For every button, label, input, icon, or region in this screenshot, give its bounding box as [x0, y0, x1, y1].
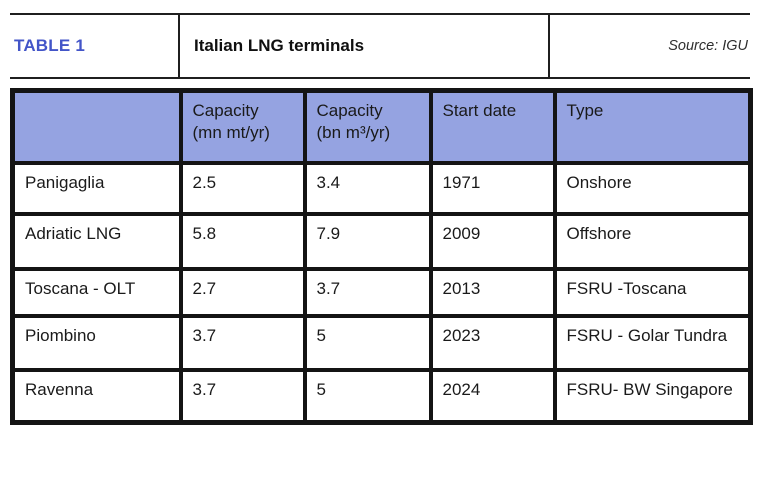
header-cell-start-date: Start date: [428, 88, 557, 165]
header-cell-type: Type: [552, 88, 753, 165]
lng-terminals-table: Capacity (mn mt/yr) Capacity (bn m³/yr) …: [10, 88, 753, 425]
title-band-left: TABLE 1: [10, 15, 178, 77]
report-table-panel: TABLE 1 Italian LNG terminals Source: IG…: [0, 13, 760, 490]
title-band: TABLE 1 Italian LNG terminals Source: IG…: [10, 13, 750, 79]
table-row: Adriatic LNG 5.8 7.9 2009 Offshore: [10, 211, 753, 271]
cell-terminal-name: Panigaglia: [10, 160, 183, 216]
header-cell-terminal: [10, 88, 183, 165]
header-unit: (bn m³/yr): [316, 123, 391, 143]
cell-type: FSRU - Golar Tundra: [552, 313, 753, 372]
cell-capacity-m3: 3.7: [302, 266, 433, 318]
cell-capacity-mt: 3.7: [178, 367, 307, 425]
cell-capacity-mt: 2.7: [178, 266, 307, 318]
cell-start-date: 2023: [428, 313, 557, 372]
cell-start-date: 2024: [428, 367, 557, 425]
cell-capacity-m3: 3.4: [302, 160, 433, 216]
header-cell-capacity-m3: Capacity (bn m³/yr): [302, 88, 433, 165]
cell-capacity-mt: 3.7: [178, 313, 307, 372]
cell-start-date: 1971: [428, 160, 557, 216]
cell-terminal-name: Adriatic LNG: [10, 211, 183, 271]
header-label: Type: [566, 101, 604, 120]
table-row: Ravenna 3.7 5 2024 FSRU- BW Singapore: [10, 367, 753, 425]
cell-start-date: 2009: [428, 211, 557, 271]
cell-type: FSRU- BW Singapore: [552, 367, 753, 425]
cell-terminal-name: Ravenna: [10, 367, 183, 425]
cell-capacity-mt: 2.5: [178, 160, 307, 216]
header-label: Capacity: [316, 101, 383, 120]
cell-capacity-m3: 7.9: [302, 211, 433, 271]
header-label: Start date: [442, 101, 517, 120]
table-row: Piombino 3.7 5 2023 FSRU - Golar Tundra: [10, 313, 753, 372]
cell-type: Offshore: [552, 211, 753, 271]
header-unit: (mn mt/yr): [192, 123, 270, 143]
table-title: Italian LNG terminals: [194, 36, 365, 55]
cell-capacity-m3: 5: [302, 313, 433, 372]
header-cell-capacity-mt: Capacity (mn mt/yr): [178, 88, 307, 165]
cell-start-date: 2013: [428, 266, 557, 318]
source-attribution: Source: IGU: [668, 38, 748, 54]
table-row: Panigaglia 2.5 3.4 1971 Onshore: [10, 160, 753, 216]
table-row: Toscana - OLT 2.7 3.7 2013 FSRU -Toscana: [10, 266, 753, 318]
cell-capacity-m3: 5: [302, 367, 433, 425]
cell-terminal-name: Toscana - OLT: [10, 266, 183, 318]
title-band-right: Source: IGU: [550, 15, 750, 77]
table-header-row: Capacity (mn mt/yr) Capacity (bn m³/yr) …: [10, 88, 753, 165]
title-band-middle: Italian LNG terminals: [178, 15, 550, 77]
table-number-label: TABLE 1: [14, 36, 85, 55]
cell-type: Onshore: [552, 160, 753, 216]
header-label: Capacity: [192, 101, 259, 120]
cell-type: FSRU -Toscana: [552, 266, 753, 318]
cell-terminal-name: Piombino: [10, 313, 183, 372]
cell-capacity-mt: 5.8: [178, 211, 307, 271]
